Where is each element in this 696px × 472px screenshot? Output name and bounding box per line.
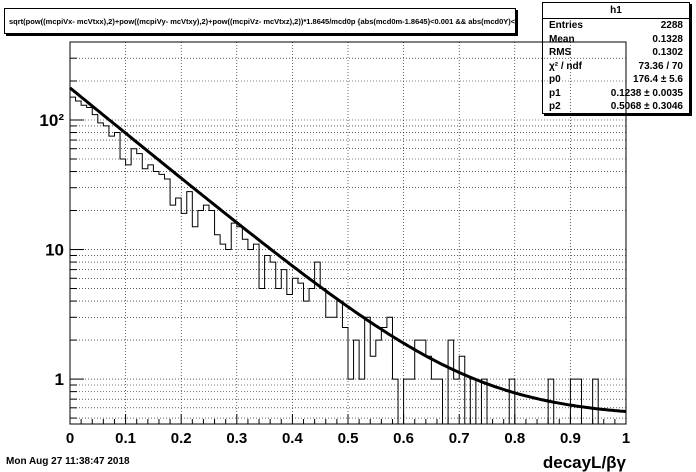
stats-label: p1: [549, 87, 561, 99]
stats-value: 0.1328: [652, 33, 683, 45]
x-tick-label: 0.6: [393, 430, 414, 447]
stats-title: h1: [543, 3, 689, 19]
x-tick-label: 0.2: [171, 430, 192, 447]
stats-label: p2: [549, 101, 561, 112]
x-tick-label: 0.7: [449, 430, 470, 447]
x-tick-label: 0.5: [338, 430, 359, 447]
stats-row-mean: Mean 0.1328: [543, 33, 689, 47]
histogram-outline: [70, 96, 626, 425]
y-tick-label: 10: [45, 241, 64, 260]
x-tick-label: 0.4: [282, 430, 304, 447]
x-tick-label: 0.8: [504, 430, 525, 447]
x-tick-label: 1: [622, 430, 630, 447]
stats-row-p0: p0 176.4 ± 5.6: [543, 73, 689, 87]
y-tick-label: 1: [55, 370, 64, 389]
stats-value: 0.1302: [652, 47, 683, 58]
axis-ticks: [69, 41, 627, 424]
stats-label: Entries: [549, 20, 583, 31]
stats-label: p0: [549, 74, 561, 85]
stats-value: 73.36 / 70: [638, 60, 683, 72]
stats-row-p2: p2 0.5068 ± 0.3046: [543, 100, 689, 114]
stats-label: RMS: [549, 47, 572, 58]
stats-row-entries: Entries 2288: [543, 19, 689, 33]
stats-value: 0.5068 ± 0.3046: [610, 101, 683, 112]
stats-row-chi2: χ² / ndf 73.36 / 70: [543, 60, 689, 74]
x-tick-label: 0.9: [560, 430, 581, 447]
x-axis-label: decayL/βγ: [543, 453, 627, 472]
x-tick-label: 0.3: [226, 430, 247, 447]
x-tick-label: 0.1: [115, 430, 136, 447]
stats-value: 2288: [660, 20, 683, 31]
y-tick-label: 10²: [39, 111, 64, 130]
stats-value: 0.1238 ± 0.0035: [610, 87, 683, 99]
x-tick-label: 0: [66, 430, 74, 447]
axis-labels: 0 0.1 0.2 0.3 0.4 0.5 0.6 0.7 0.8 0.9 1 1 10 10²: [39, 111, 630, 447]
stats-row-p1: p1 0.1238 ± 0.0035: [543, 87, 689, 101]
histogram-title: sqrt(pow((mcpiVx- mcVtxx),2)+pow((mcpiVy…: [4, 8, 516, 34]
stats-label: Mean: [549, 33, 575, 45]
stats-value: 176.4 ± 5.6: [633, 74, 683, 85]
timestamp: Mon Aug 27 11:38:47 2018: [6, 456, 130, 467]
stats-label: χ² / ndf: [549, 60, 582, 72]
stats-row-rms: RMS 0.1302: [543, 46, 689, 60]
fit-curve: [69, 86, 627, 413]
